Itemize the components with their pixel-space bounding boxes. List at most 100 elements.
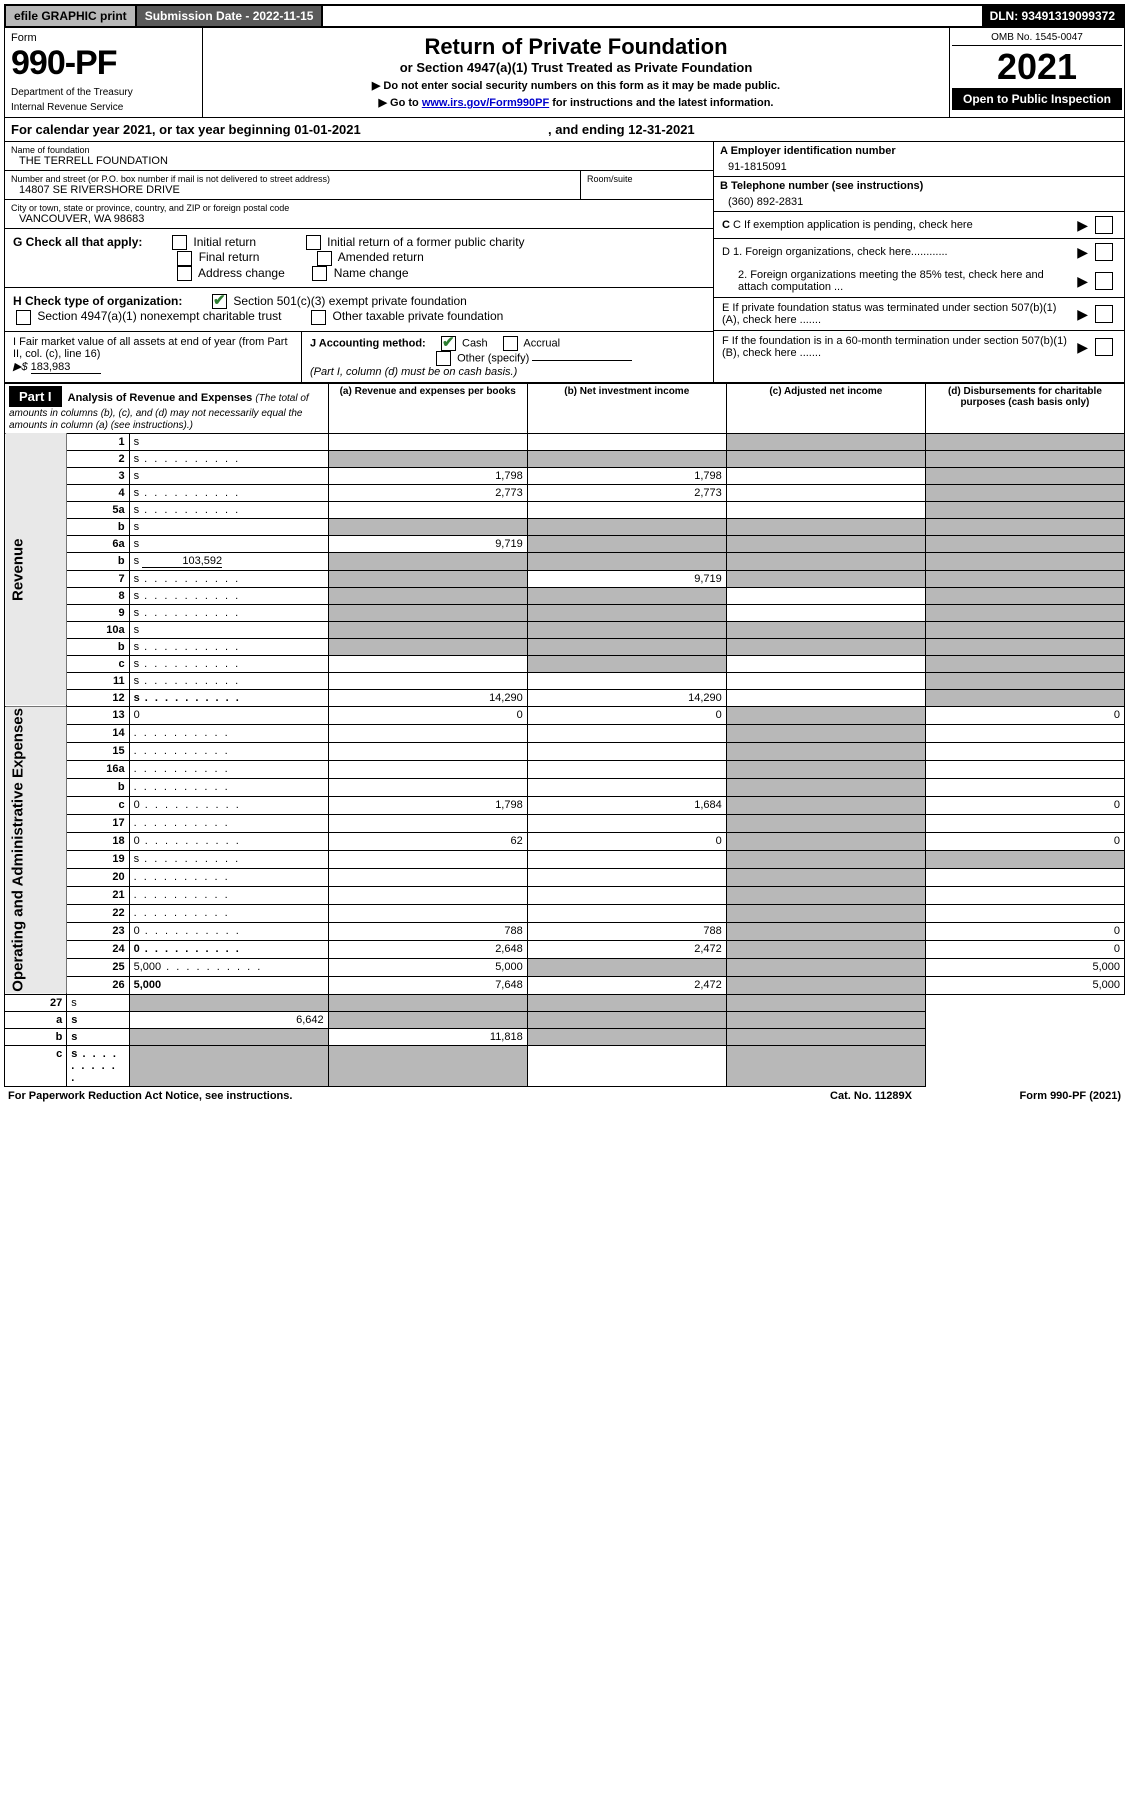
section-ij: I Fair market value of all assets at end… <box>5 332 713 382</box>
arrow-icon: ▶ <box>1077 244 1088 261</box>
col-a-header: (a) Revenue and expenses per books <box>328 383 527 433</box>
table-row: 11 s <box>5 672 1125 689</box>
table-row: 2 s <box>5 450 1125 467</box>
cb-other-taxable[interactable] <box>311 310 326 325</box>
table-row: 9 s <box>5 604 1125 621</box>
instr-2: ▶ Go to www.irs.gov/Form990PF for instru… <box>209 96 943 109</box>
ein-value: 91-1815091 <box>720 157 1118 173</box>
section-h: H Check type of organization: Section 50… <box>5 288 713 332</box>
form-header: Form 990-PF Department of the Treasury I… <box>4 28 1125 118</box>
cb-accrual[interactable] <box>503 336 518 351</box>
accounting-label: J Accounting method: <box>310 337 426 349</box>
cb-address-change[interactable] <box>177 266 192 281</box>
addr-label: Number and street (or P.O. box number if… <box>11 174 574 184</box>
info-grid: Name of foundation THE TERRELL FOUNDATIO… <box>4 142 1125 383</box>
cb-60month[interactable] <box>1095 338 1113 356</box>
foundation-name: THE TERRELL FOUNDATION <box>11 155 707 167</box>
room-label: Room/suite <box>587 174 707 184</box>
cb-final-return[interactable] <box>177 251 192 266</box>
section-g: G Check all that apply: Initial return I… <box>5 229 713 288</box>
d1-label: D 1. Foreign organizations, check here..… <box>722 246 1073 258</box>
form-number: 990-PF <box>11 44 196 83</box>
top-bar: efile GRAPHIC print Submission Date - 20… <box>4 4 1125 28</box>
table-row: Operating and Administrative Expenses13 … <box>5 706 1125 724</box>
table-row: 14 <box>5 724 1125 742</box>
table-row: 20 <box>5 868 1125 886</box>
part1-label: Part I <box>9 386 62 407</box>
table-row: b s 11,818 <box>5 1029 1125 1046</box>
table-row: b s 103,592 <box>5 552 1125 570</box>
table-row: 15 <box>5 742 1125 760</box>
expenses-side-label: Operating and Administrative Expenses <box>5 706 67 995</box>
table-row: 22 <box>5 904 1125 922</box>
table-row: 4 s 2,7732,773 <box>5 484 1125 501</box>
irs-text: Internal Revenue Service <box>11 102 196 113</box>
table-row: 25 5,000 5,0005,000 <box>5 959 1125 977</box>
cb-exemption-pending[interactable] <box>1095 216 1113 234</box>
table-row: b s <box>5 638 1125 655</box>
cb-terminated[interactable] <box>1095 305 1113 323</box>
table-row: 12 s 14,29014,290 <box>5 689 1125 706</box>
ein-label: A Employer identification number <box>720 145 896 157</box>
city-label: City or town, state or province, country… <box>11 203 707 213</box>
table-row: 27 s <box>5 995 1125 1012</box>
cb-name-change[interactable] <box>312 266 327 281</box>
table-row: b s <box>5 518 1125 535</box>
table-row: 16a <box>5 760 1125 778</box>
table-row: 6a s 9,719 <box>5 535 1125 552</box>
col-d-header: (d) Disbursements for charitable purpose… <box>925 383 1124 433</box>
revenue-side-label: Revenue <box>5 433 67 706</box>
table-row: Revenue1 s <box>5 433 1125 450</box>
phone-value: (360) 892-2831 <box>720 192 1118 208</box>
footer-left: For Paperwork Reduction Act Notice, see … <box>8 1090 771 1102</box>
fmv-value: 183,983 <box>31 361 101 374</box>
phone-label: B Telephone number (see instructions) <box>720 180 923 192</box>
tax-year: 2021 <box>952 46 1122 88</box>
table-row: c s <box>5 655 1125 672</box>
cb-501c3[interactable] <box>212 294 227 309</box>
table-row: 3 s 1,7981,798 <box>5 467 1125 484</box>
cb-foreign-org[interactable] <box>1095 243 1113 261</box>
dln-label: DLN: 93491319099372 <box>982 6 1123 26</box>
fmv-label: I Fair market value of all assets at end… <box>13 336 288 360</box>
col-b-header: (b) Net investment income <box>527 383 726 433</box>
form-subtitle: or Section 4947(a)(1) Trust Treated as P… <box>209 60 943 75</box>
form-label: Form <box>11 32 196 44</box>
name-label: Name of foundation <box>11 145 707 155</box>
table-row: 21 <box>5 886 1125 904</box>
arrow-icon: ▶ <box>1077 306 1088 323</box>
table-row: a s 6,642 <box>5 1012 1125 1029</box>
table-row: 18 0 6200 <box>5 832 1125 850</box>
cb-85pct[interactable] <box>1095 272 1113 290</box>
col-c-header: (c) Adjusted net income <box>726 383 925 433</box>
part1-table: Part I Analysis of Revenue and Expenses … <box>4 383 1125 1088</box>
cb-amended[interactable] <box>317 251 332 266</box>
d2-label: 2. Foreign organizations meeting the 85%… <box>722 269 1073 293</box>
submission-date: Submission Date - 2022-11-15 <box>137 6 324 26</box>
foundation-addr: 14807 SE RIVERSHORE DRIVE <box>11 184 574 196</box>
cb-initial-former[interactable] <box>306 235 321 250</box>
instr-1: ▶ Do not enter social security numbers o… <box>209 79 943 92</box>
dept-text: Department of the Treasury <box>11 87 196 98</box>
table-row: 5a s <box>5 501 1125 518</box>
cb-cash[interactable] <box>441 336 456 351</box>
cb-4947[interactable] <box>16 310 31 325</box>
cb-initial-return[interactable] <box>172 235 187 250</box>
footer-right: Form 990-PF (2021) <box>971 1090 1121 1102</box>
cb-other-method[interactable] <box>436 351 451 366</box>
table-row: 7 s 9,719 <box>5 570 1125 587</box>
e-label: E If private foundation status was termi… <box>722 302 1073 326</box>
table-row: 8 s <box>5 587 1125 604</box>
c-label: C C If exemption application is pending,… <box>722 219 1073 231</box>
table-row: 23 0 7887880 <box>5 923 1125 941</box>
open-public-badge: Open to Public Inspection <box>952 88 1122 110</box>
table-row: 17 <box>5 814 1125 832</box>
table-row: 26 5,000 7,6482,4725,000 <box>5 977 1125 995</box>
arrow-icon: ▶ <box>1077 339 1088 356</box>
irs-link[interactable]: www.irs.gov/Form990PF <box>422 97 549 109</box>
table-row: c s <box>5 1046 1125 1087</box>
f-label: F If the foundation is in a 60-month ter… <box>722 335 1073 359</box>
efile-label[interactable]: efile GRAPHIC print <box>6 6 137 26</box>
footer-mid: Cat. No. 11289X <box>771 1090 971 1102</box>
foundation-city: VANCOUVER, WA 98683 <box>11 213 707 225</box>
